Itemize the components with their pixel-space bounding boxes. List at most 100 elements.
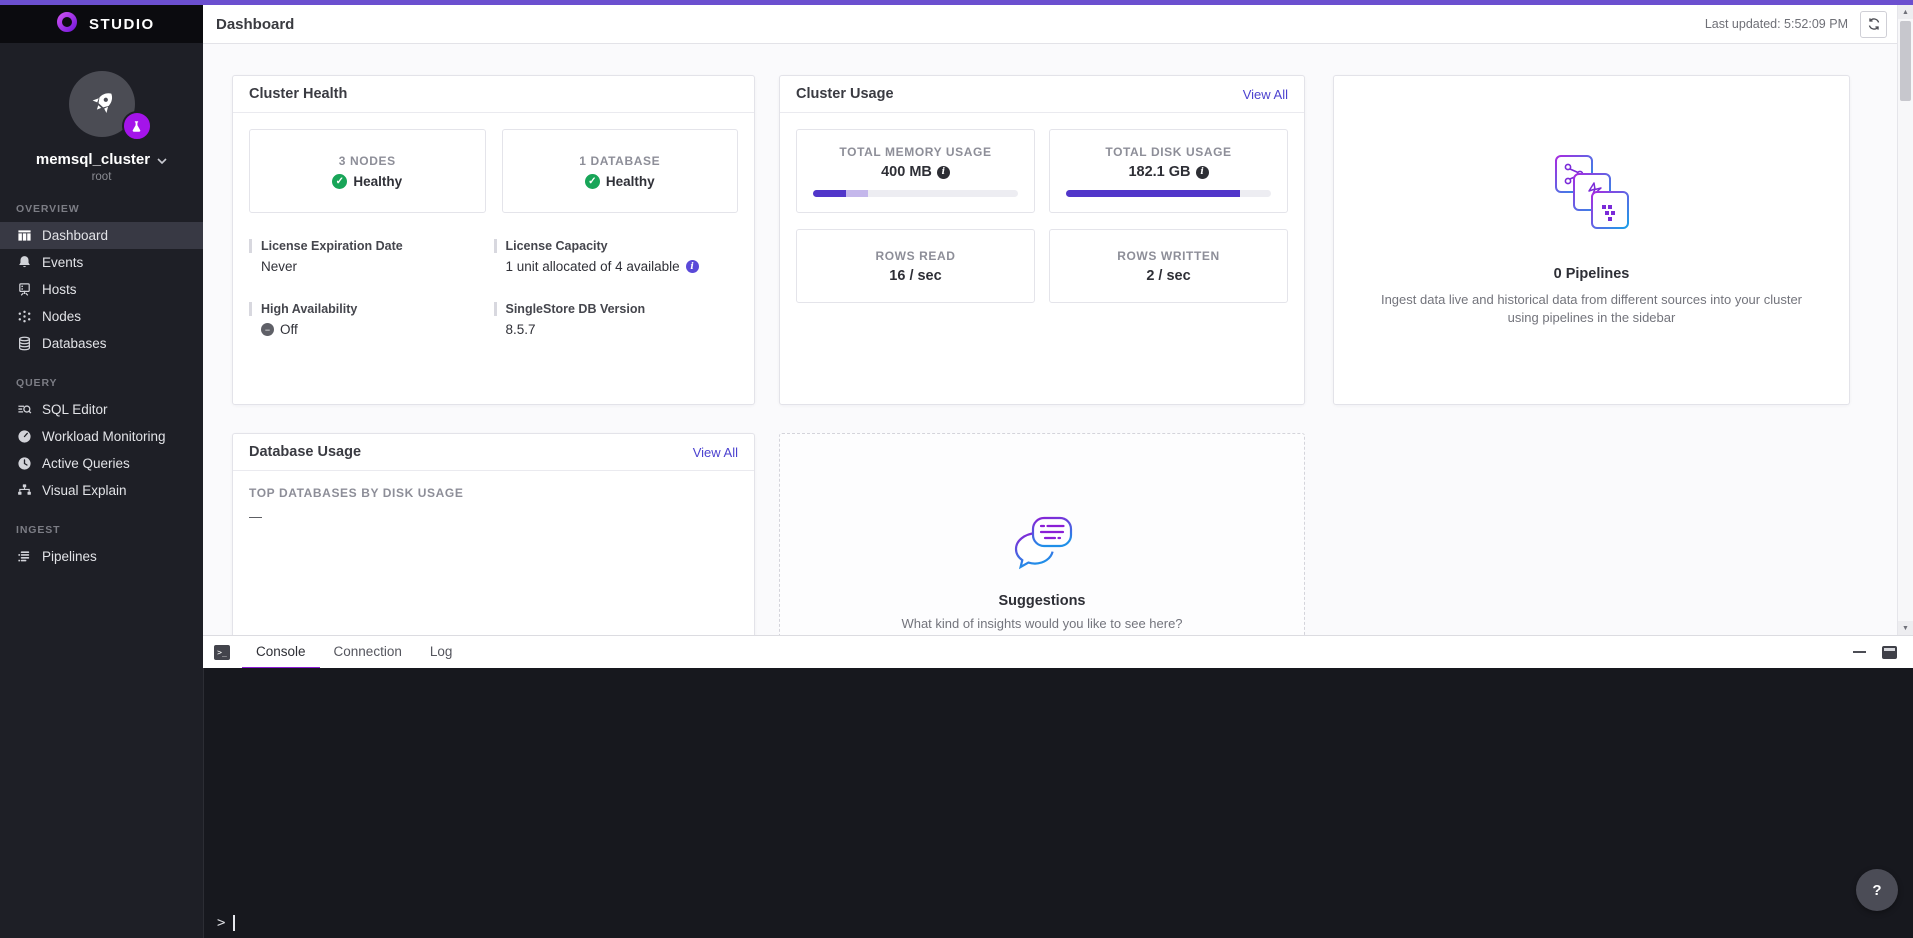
sidebar-item-events[interactable]: Events [0,249,203,276]
tab-connection[interactable]: Connection [333,643,402,659]
license-capacity-detail: License Capacity 1 unit allocated of 4 a… [493,239,739,274]
high-availability-detail: High Availability − Off [249,302,494,337]
last-updated-label: Last updated: 5:52:09 PM [1704,17,1848,31]
expand-console-icon[interactable] [1882,645,1897,659]
tab-log[interactable]: Log [429,643,453,659]
nodes-status-label: Healthy [353,173,403,189]
scrollbar-thumb[interactable] [1900,21,1911,101]
metric-value: 400 MB [881,164,932,180]
sidebar-item-active-queries[interactable]: Active Queries [0,450,203,477]
console-tabbar: >_ Console Connection Log [203,635,1913,669]
pipelines-icon [16,549,32,565]
terminal-icon: >_ [214,644,230,660]
detail-value: 1 unit allocated of 4 available [505,259,680,274]
console-panel: >_ Console Connection Log > [203,635,1913,938]
sidebar-item-dashboard[interactable]: Dashboard [0,222,203,249]
sidebar-item-label: Pipelines [42,549,97,564]
tree-icon [16,483,32,499]
rows-read-tile: ROWS READ 16 / sec [796,229,1035,303]
main-scrollbar[interactable]: ▲ ▼ [1897,5,1913,635]
singlestore-logo-icon [56,11,78,38]
section-label-query: QUERY [16,377,58,389]
tab-console[interactable]: Console [242,636,320,669]
sidebar-item-sql-editor[interactable]: SQL Editor [0,396,203,423]
detail-label: License Expiration Date [249,239,494,253]
top-header: Dashboard Last updated: 5:52:09 PM [203,5,1897,44]
metric-label: TOTAL DISK USAGE [1105,145,1232,159]
console-prompt[interactable]: > [217,915,236,931]
rows-written-tile: ROWS WRITTEN 2 / sec [1049,229,1288,303]
memory-usage-bar [813,190,1018,197]
sidebar-item-label: Visual Explain [42,483,127,498]
top-databases-label: TOP DATABASES BY DISK USAGE [249,486,464,500]
database-count-label: 1 DATABASE [579,153,661,168]
database-usage-view-all-link[interactable]: View All [692,444,738,460]
metric-label: ROWS READ [875,248,956,263]
pipelines-description: Ingest data live and historical data fro… [1380,292,1803,325]
sidebar-item-pipelines[interactable]: Pipelines [0,543,203,570]
sidebar: STUDIO memsql_cluster root OVERVIEW Dash… [0,5,203,938]
nodes-icon [16,309,32,325]
license-expiration-detail: License Expiration Date Never [249,239,494,274]
cluster-user-label: root [91,171,112,183]
db-version-detail: SingleStore DB Version 8.5.7 [493,302,739,337]
scroll-up-arrow[interactable]: ▲ [1898,5,1913,19]
brand-name: STUDIO [89,15,155,33]
suggestions-description: What kind of insights would you like to … [901,616,1183,631]
cluster-selector[interactable]: memsql_cluster [0,151,203,168]
cluster-usage-view-all-link[interactable]: View All [1242,86,1288,102]
suggestions-card: Suggestions What kind of insights would … [779,433,1305,635]
page-title: Dashboard [216,15,295,33]
disk-usage-bar [1066,190,1271,197]
top-accent-bar [0,0,1913,5]
metric-label: TOTAL MEMORY USAGE [839,145,992,159]
metric-value: 16 / sec [889,267,942,284]
host-icon [16,282,32,298]
cluster-avatar [68,71,152,141]
help-button[interactable]: ? [1856,869,1898,911]
healthy-check-icon: ✓ [332,173,348,189]
pipelines-card: 0 Pipelines Ingest data live and histori… [1333,75,1850,405]
detail-value: 8.5.7 [505,322,536,337]
memory-usage-tile: TOTAL MEMORY USAGE 400 MB i [796,129,1035,213]
cluster-usage-title: Cluster Usage [796,86,894,102]
sidebar-item-databases[interactable]: Databases [0,330,203,357]
detail-label: High Availability [249,302,494,316]
database-icon [16,336,32,352]
refresh-icon [1868,18,1879,30]
chevron-down-icon [157,151,167,168]
database-health-tile: 1 DATABASE ✓ Healthy [501,129,738,213]
console-body[interactable]: > [203,668,1913,938]
detail-label: SingleStore DB Version [493,302,739,316]
cluster-health-title: Cluster Health [249,86,348,102]
sql-editor-icon [16,402,32,418]
metric-label: ROWS WRITTEN [1117,248,1220,263]
info-icon[interactable]: i [1195,165,1209,179]
off-status-icon: − [261,323,274,336]
healthy-check-icon: ✓ [584,173,600,189]
detail-value: Never [261,259,298,274]
sidebar-item-visual-explain[interactable]: Visual Explain [0,477,203,504]
sidebar-item-label: SQL Editor [42,402,108,417]
metric-value: 2 / sec [1146,267,1191,284]
info-icon[interactable]: i [685,260,699,273]
scroll-down-arrow[interactable]: ▼ [1898,621,1913,635]
help-label: ? [1872,881,1882,899]
text-cursor [233,915,236,931]
sidebar-item-nodes[interactable]: Nodes [0,303,203,330]
dashboard-content: Cluster Health 3 NODES ✓ Healthy 1 DATAB… [203,44,1897,635]
sidebar-item-label: Databases [42,336,107,351]
cluster-name-label: memsql_cluster [35,151,151,168]
speech-bubbles-icon [1011,516,1073,581]
info-icon[interactable]: i [936,165,950,179]
sidebar-item-workload-monitoring[interactable]: Workload Monitoring [0,423,203,450]
sidebar-item-hosts[interactable]: Hosts [0,276,203,303]
refresh-button[interactable] [1860,10,1887,38]
flask-badge-icon [121,111,152,141]
sidebar-item-label: Events [42,255,84,270]
metric-value: 182.1 GB [1128,164,1191,180]
bell-icon [16,255,32,271]
nodes-count-label: 3 NODES [338,153,396,168]
sidebar-item-label: Active Queries [42,456,130,471]
minimize-console-icon[interactable] [1853,650,1866,654]
